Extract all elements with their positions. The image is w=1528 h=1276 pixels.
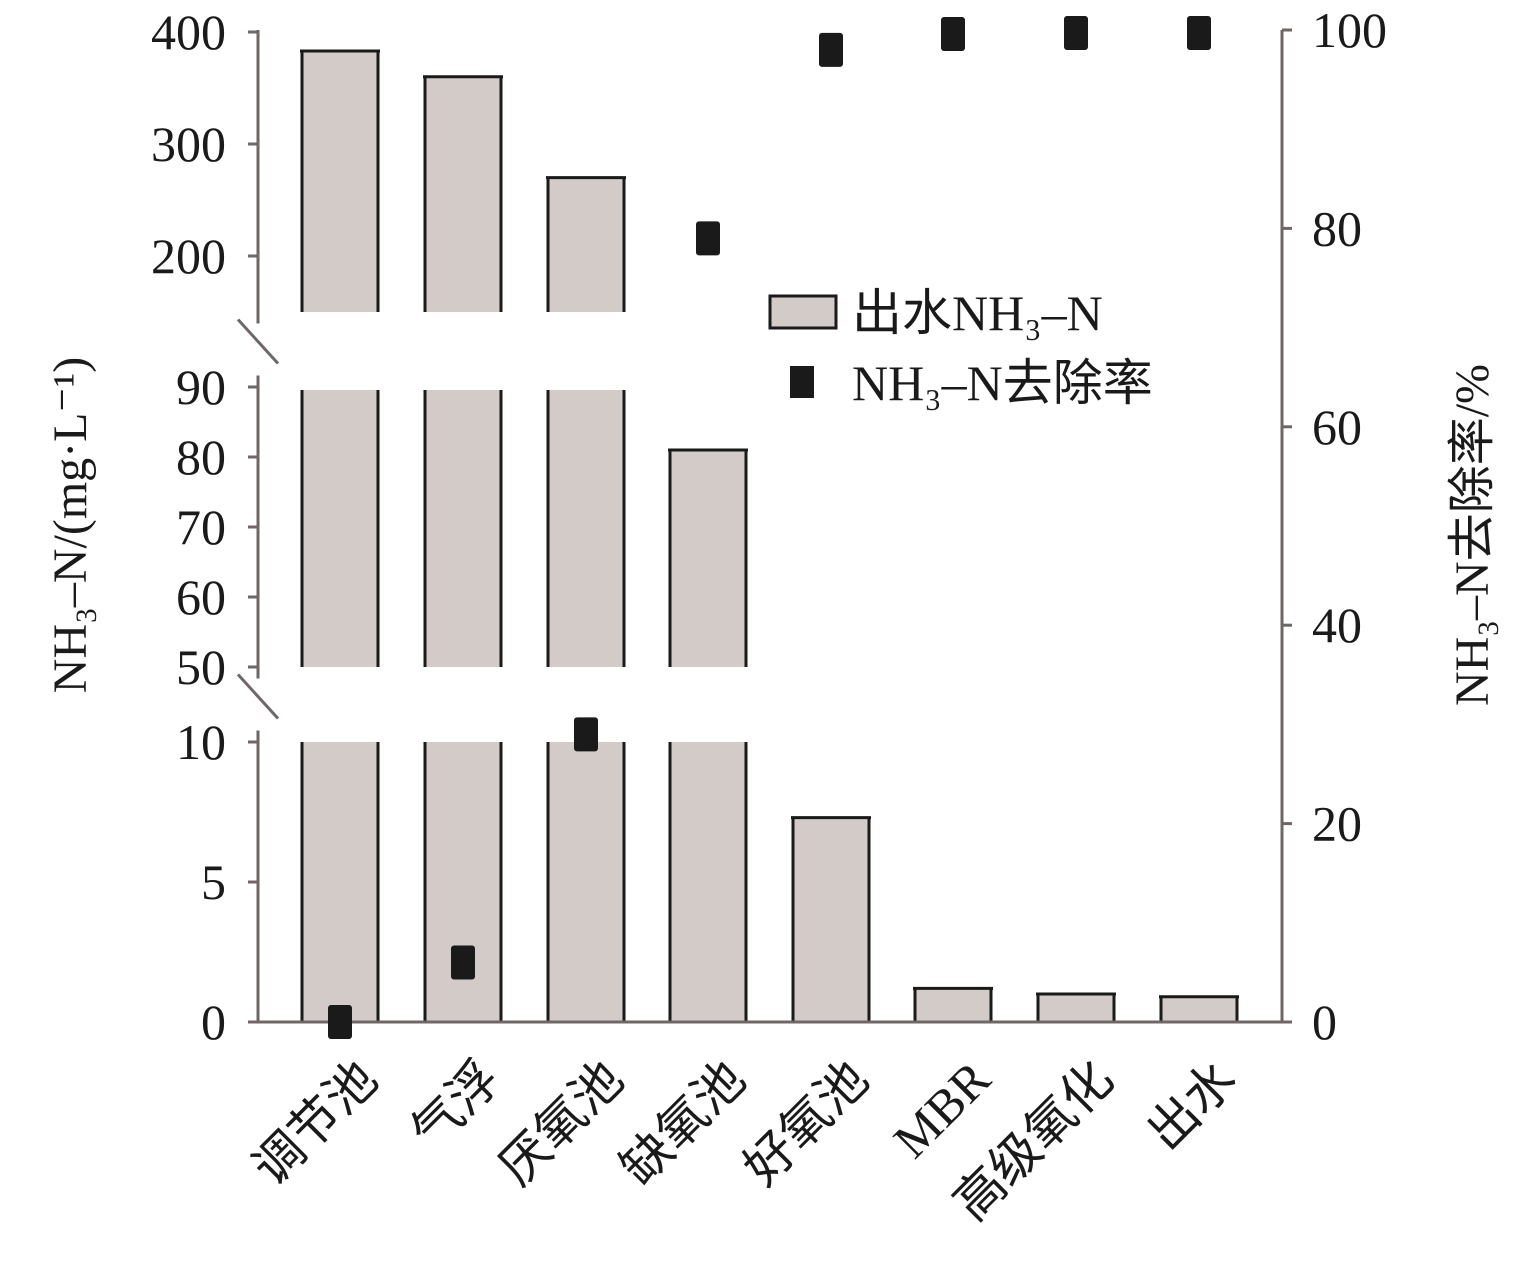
right-tick-label: 40	[1312, 597, 1362, 653]
left-tick-label: 5	[201, 854, 226, 910]
bar-segment	[425, 76, 501, 312]
bar	[668, 448, 748, 1022]
bar-segment	[1161, 996, 1237, 1022]
left-tick-label: 10	[176, 714, 226, 770]
left-tick-label: 0	[201, 994, 226, 1050]
point	[451, 945, 475, 980]
point	[1187, 15, 1211, 50]
bar-segment	[302, 51, 378, 312]
bar-segment	[915, 988, 991, 1022]
bar-segment	[302, 390, 378, 667]
right-tick-label: 100	[1312, 2, 1387, 58]
right-tick-label: 20	[1312, 796, 1362, 852]
break-mark	[236, 318, 280, 365]
bar	[423, 75, 503, 1022]
right-tick-label: 0	[1312, 994, 1337, 1050]
point	[328, 1005, 352, 1039]
bar	[1036, 992, 1116, 1022]
axes	[256, 30, 1284, 1024]
legend-label-bar: 出水NH₃–N	[852, 285, 1103, 341]
right-axis-title: NH₃–N去除率/%	[1446, 364, 1499, 706]
category-label: 好氧池	[733, 1050, 879, 1196]
legend: 出水NH₃–N NH₃–N去除率	[768, 285, 1153, 411]
category-label: 出水	[1136, 1050, 1246, 1160]
bar-segment	[548, 742, 624, 1022]
bar-segment	[793, 817, 869, 1022]
bar-segment	[670, 450, 746, 667]
left-tick-label: 70	[176, 499, 226, 555]
bar-segment	[302, 742, 378, 1022]
left-axis-title: NH₃–N/(mg·L⁻¹)	[44, 357, 97, 693]
bar-segment	[548, 177, 624, 312]
right-ticks: 0 20 40 60 80 100	[1282, 2, 1387, 1050]
category-label: 调节池	[242, 1050, 388, 1196]
bar	[913, 986, 993, 1022]
bar	[791, 816, 871, 1022]
axis-break-marks	[236, 318, 280, 731]
bar-series	[300, 49, 1239, 1022]
legend-swatch-point	[790, 366, 814, 398]
bar-segment	[425, 742, 501, 1022]
legend-swatch-bar	[768, 294, 838, 330]
left-tick-label: 80	[176, 429, 226, 485]
category-label: 缺氧池	[610, 1050, 756, 1196]
left-tick-label: 90	[176, 359, 226, 415]
bar	[300, 49, 380, 1022]
legend-label-point: NH₃–N去除率	[852, 355, 1153, 411]
right-tick-label: 80	[1312, 200, 1362, 256]
left-tick-label: 200	[151, 228, 226, 284]
point	[1064, 15, 1088, 50]
break-mark	[236, 673, 280, 720]
category-label: 气浮	[400, 1050, 510, 1160]
point	[819, 32, 843, 67]
category-label: 厌氧池	[488, 1050, 634, 1196]
bar-segment	[1038, 994, 1114, 1022]
left-tick-label: 400	[151, 4, 226, 60]
point	[941, 16, 965, 51]
bar	[1159, 995, 1239, 1022]
bar-segment	[425, 390, 501, 667]
point-series	[328, 15, 1211, 1039]
left-tick-label: 60	[176, 569, 226, 625]
left-ticks: 0 5 10 50 60 70 80 90 200 300 400	[151, 4, 258, 1050]
left-tick-label: 50	[176, 639, 226, 695]
right-tick-label: 60	[1312, 399, 1362, 455]
bar	[546, 176, 626, 1022]
bar-segment	[548, 390, 624, 667]
point	[574, 717, 598, 752]
point	[696, 221, 720, 256]
bar-segment	[670, 742, 746, 1022]
left-tick-label: 300	[151, 116, 226, 172]
